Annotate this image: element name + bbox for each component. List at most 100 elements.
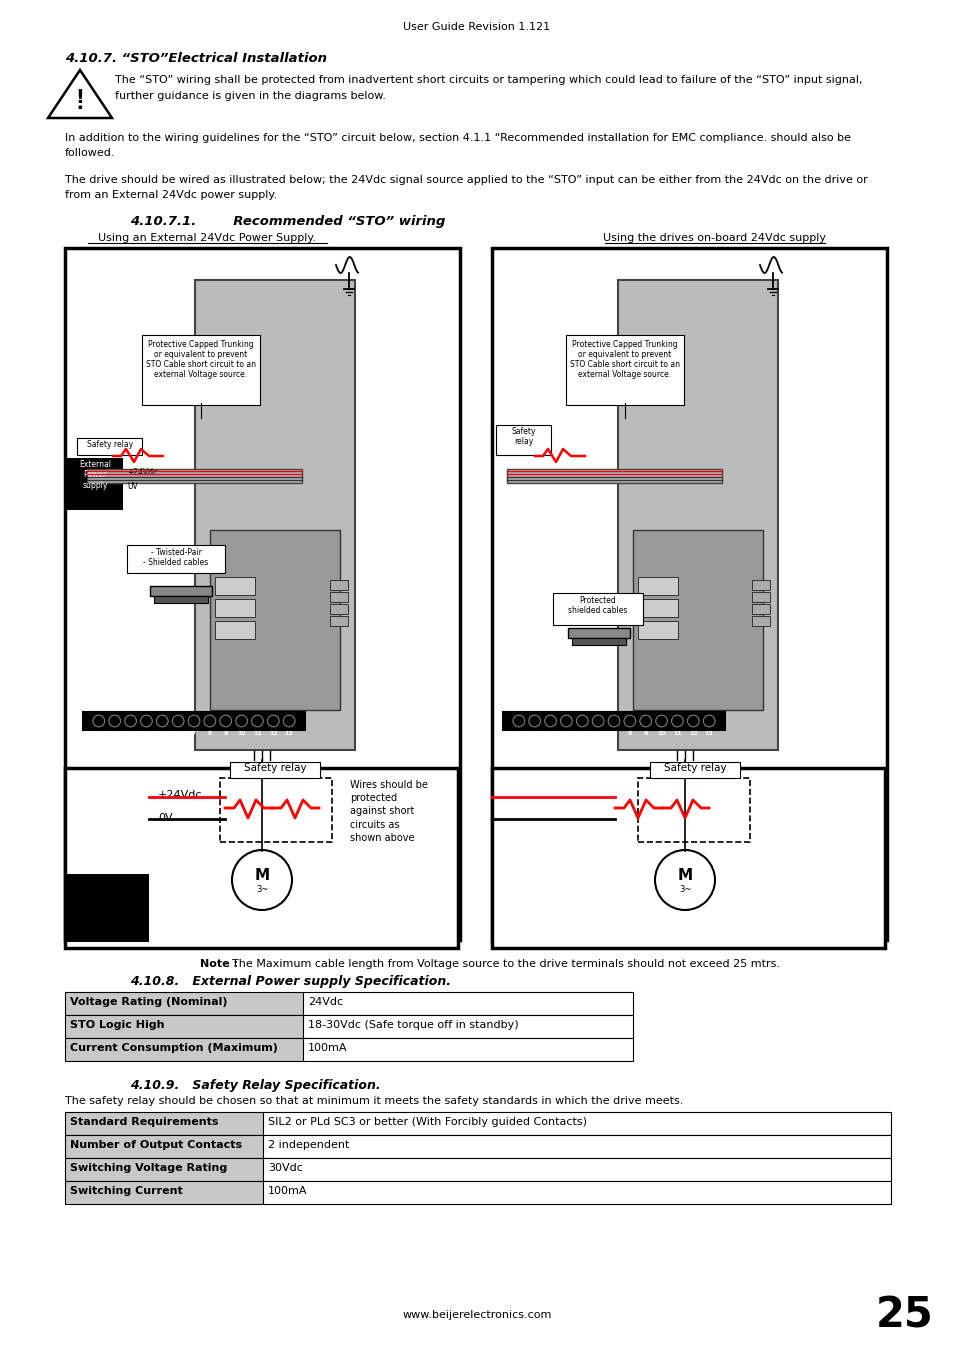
Text: 10: 10 <box>237 730 246 736</box>
Text: Safety relay: Safety relay <box>87 440 132 450</box>
Text: 5: 5 <box>579 730 584 736</box>
Text: - Twisted-Pair: - Twisted-Pair <box>151 548 201 558</box>
Text: Safety
relay: Safety relay <box>511 427 536 447</box>
Text: 3: 3 <box>129 730 132 736</box>
Circle shape <box>266 714 280 728</box>
Text: or equivalent to prevent: or equivalent to prevent <box>154 350 248 359</box>
Circle shape <box>284 717 294 725</box>
Text: 25: 25 <box>875 1295 933 1336</box>
Bar <box>263 1112 890 1135</box>
Circle shape <box>512 714 525 728</box>
Bar <box>230 761 319 778</box>
Bar <box>65 768 457 948</box>
Bar <box>330 603 348 614</box>
Circle shape <box>640 717 650 725</box>
Circle shape <box>530 717 538 725</box>
Bar <box>638 576 678 595</box>
Bar <box>751 593 769 602</box>
Circle shape <box>269 717 277 725</box>
Text: Voltage Rating (Nominal): Voltage Rating (Nominal) <box>70 998 227 1007</box>
Text: 4.10.7.1.        Recommended “STO” wiring: 4.10.7.1. Recommended “STO” wiring <box>130 215 445 228</box>
Circle shape <box>171 714 185 728</box>
Bar <box>83 711 305 730</box>
Text: 1: 1 <box>517 730 520 736</box>
FancyBboxPatch shape <box>638 778 749 842</box>
Bar <box>638 621 678 639</box>
Text: Number of Output Contacts: Number of Output Contacts <box>70 1139 242 1150</box>
Circle shape <box>232 850 292 910</box>
Circle shape <box>155 714 169 728</box>
Circle shape <box>685 714 700 728</box>
Bar <box>127 545 225 572</box>
Circle shape <box>654 714 668 728</box>
Bar <box>142 335 260 405</box>
Circle shape <box>593 717 602 725</box>
Text: Power: Power <box>89 792 128 802</box>
Text: 30Vdc: 30Vdc <box>268 1162 302 1173</box>
Text: User Guide Revision 1.121: User Guide Revision 1.121 <box>403 22 550 32</box>
Text: STO Cable short circuit to an: STO Cable short circuit to an <box>569 360 679 369</box>
Text: external Voltage source.: external Voltage source. <box>154 370 247 379</box>
Circle shape <box>253 717 262 725</box>
Circle shape <box>142 717 151 725</box>
Circle shape <box>561 717 570 725</box>
Text: The Maximum cable length from Voltage source to the drive terminals should not e: The Maximum cable length from Voltage so… <box>232 958 780 969</box>
Text: UV: UV <box>127 482 137 491</box>
Bar <box>330 593 348 602</box>
Text: 9: 9 <box>643 730 647 736</box>
Circle shape <box>575 714 589 728</box>
Bar <box>214 621 254 639</box>
Text: 8: 8 <box>208 730 212 736</box>
Text: 2: 2 <box>112 730 117 736</box>
Text: SIL2 or PLd SC3 or better (With Forcibly guided Contacts): SIL2 or PLd SC3 or better (With Forcibly… <box>268 1116 586 1127</box>
Bar <box>649 761 740 778</box>
Bar <box>65 1158 263 1181</box>
Bar <box>572 639 625 645</box>
Bar <box>303 992 633 1015</box>
Circle shape <box>543 714 557 728</box>
Text: !: ! <box>75 88 85 107</box>
Circle shape <box>704 717 713 725</box>
Bar <box>210 531 339 710</box>
Circle shape <box>234 714 249 728</box>
Text: In addition to the wiring guidelines for the “STO” circuit below, section 4.1.1 : In addition to the wiring guidelines for… <box>65 134 850 143</box>
Text: +24Vdc: +24Vdc <box>127 468 157 477</box>
Text: or equivalent to prevent: or equivalent to prevent <box>578 350 671 359</box>
Circle shape <box>173 717 182 725</box>
Bar <box>65 248 459 940</box>
Text: 2: 2 <box>532 730 537 736</box>
Circle shape <box>606 714 620 728</box>
Bar <box>565 335 683 405</box>
Text: STO Cable short circuit to an: STO Cable short circuit to an <box>146 360 255 369</box>
Text: Switching Current: Switching Current <box>70 1187 183 1196</box>
Circle shape <box>94 717 103 725</box>
Circle shape <box>203 714 216 728</box>
Text: 11: 11 <box>673 730 681 736</box>
Bar <box>65 992 303 1015</box>
Circle shape <box>108 714 122 728</box>
Bar <box>618 279 778 751</box>
Text: Using the drives on-board 24Vdc supply: Using the drives on-board 24Vdc supply <box>603 234 825 243</box>
Text: 24Vdc: 24Vdc <box>308 998 343 1007</box>
Bar <box>496 425 551 455</box>
Text: External
Power
supply: External Power supply <box>79 460 111 490</box>
Circle shape <box>701 714 716 728</box>
Circle shape <box>139 714 153 728</box>
Circle shape <box>91 714 106 728</box>
Text: The safety relay should be chosen so that at minimum it meets the safety standar: The safety relay should be chosen so tha… <box>65 1096 682 1106</box>
Bar <box>506 468 721 483</box>
Bar <box>553 593 642 625</box>
Circle shape <box>190 717 198 725</box>
Text: The “STO” wiring shall be protected from inadvertent short circuits or tampering: The “STO” wiring shall be protected from… <box>115 76 862 85</box>
Text: 6: 6 <box>175 730 180 736</box>
Bar <box>330 580 348 590</box>
Bar <box>751 580 769 590</box>
Circle shape <box>639 714 652 728</box>
Bar <box>633 531 762 710</box>
Text: Standard Requirements: Standard Requirements <box>70 1116 218 1127</box>
Text: 7: 7 <box>611 730 616 736</box>
Circle shape <box>622 714 637 728</box>
Text: 13: 13 <box>284 730 294 736</box>
Circle shape <box>657 717 665 725</box>
Bar <box>263 1158 890 1181</box>
